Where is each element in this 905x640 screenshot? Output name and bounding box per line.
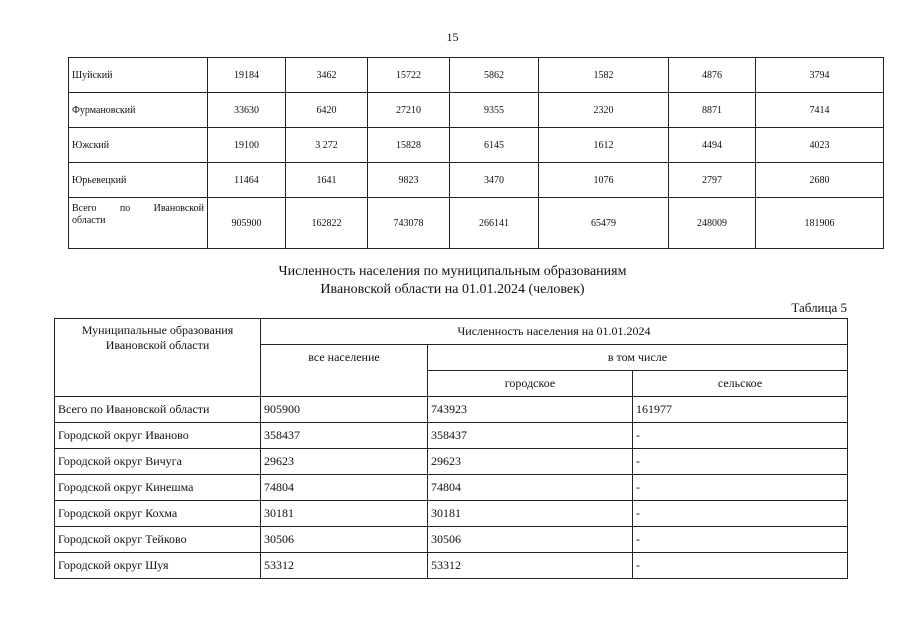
table-row: Городской округ Шуя 53312 53312- bbox=[54, 552, 849, 579]
header-total: все население bbox=[260, 344, 428, 397]
value-cell: 905900 bbox=[207, 197, 286, 249]
table-row: Городской округ Кинешма 74804 74804- bbox=[54, 474, 849, 501]
name-cell: Городской округ Вичуга bbox=[54, 448, 261, 475]
value-cell: 3470 bbox=[449, 162, 539, 198]
row-name-cell: Юрьевецкий bbox=[68, 162, 208, 198]
value-cell: 33630 bbox=[207, 92, 286, 128]
rural-cell: - bbox=[631, 474, 849, 501]
table-title: Численность населения по муниципальным о… bbox=[0, 263, 905, 299]
value-cell: 9823 bbox=[367, 162, 450, 198]
value-cell: 6420 bbox=[285, 92, 368, 128]
value-cell: 2797 bbox=[668, 162, 756, 198]
name-cell: Городской округ Кохма bbox=[54, 500, 261, 527]
urban-cell: 74804 bbox=[427, 474, 633, 501]
value-cell: 266141 bbox=[449, 197, 539, 249]
name-cell: Городской округ Шуя bbox=[54, 552, 261, 579]
value-cell: 9355 bbox=[449, 92, 539, 128]
value-cell: 11464 bbox=[207, 162, 286, 198]
table-row: Городской округ Иваново 358437 358437- bbox=[54, 422, 849, 449]
urban-cell: 30181 bbox=[427, 500, 633, 527]
value-cell: 6145 bbox=[449, 127, 539, 163]
value-cell: 1612 bbox=[538, 127, 669, 163]
district-table-continued: Шуйский 19184 3462 15722 5862 1582 4876 3794 Фур… bbox=[68, 57, 884, 249]
total-cell: 30181 bbox=[260, 500, 428, 527]
table-row: Городской округ Вичуга 29623 29623- bbox=[54, 448, 849, 475]
title-line-1: Численность населения по муниципальным о… bbox=[278, 264, 627, 279]
row-name-line-1: Всего по Ивановской bbox=[72, 203, 204, 214]
value-cell: 19184 bbox=[207, 57, 286, 93]
page-number: 15 bbox=[446, 30, 459, 44]
value-cell: 65479 bbox=[538, 197, 669, 249]
value-cell: 27210 bbox=[367, 92, 450, 128]
row-name-cell: Шуйский bbox=[68, 57, 208, 93]
table-row: Юрьевецкий 11464 1641 9823 3470 1076 2797 2680 bbox=[68, 162, 884, 198]
value-cell: 4876 bbox=[668, 57, 756, 93]
rural-cell: - bbox=[631, 552, 849, 579]
rural-cell: - bbox=[631, 422, 849, 449]
value-cell: 15722 bbox=[367, 57, 450, 93]
total-cell: 74804 bbox=[260, 474, 428, 501]
title-line-2: Ивановской области на 01.01.2024 (челове… bbox=[320, 282, 585, 297]
value-cell: 743078 bbox=[367, 197, 450, 249]
table-number-label: Таблица 5 bbox=[791, 300, 847, 315]
header-rural: сельское bbox=[631, 370, 849, 397]
value-cell: 3 272 bbox=[285, 127, 368, 163]
total-cell: 30506 bbox=[260, 526, 428, 553]
urban-cell: 743923 bbox=[427, 396, 633, 423]
value-cell: 2680 bbox=[755, 162, 884, 198]
value-cell: 3462 bbox=[285, 57, 368, 93]
row-name-cell: Южский bbox=[68, 127, 208, 163]
total-cell: 358437 bbox=[260, 422, 428, 449]
header-including: в том числе bbox=[426, 344, 849, 371]
row-name-cell: Всего по Ивановской области bbox=[68, 197, 208, 249]
table-row: Шуйский 19184 3462 15722 5862 1582 4876 3794 bbox=[68, 57, 884, 93]
value-cell: 1076 bbox=[538, 162, 669, 198]
rural-cell: - bbox=[631, 526, 849, 553]
value-cell: 3794 bbox=[755, 57, 884, 93]
value-cell: 181906 bbox=[755, 197, 884, 249]
value-cell: 5862 bbox=[449, 57, 539, 93]
row-name-line-2: области bbox=[72, 215, 106, 226]
urban-cell: 29623 bbox=[427, 448, 633, 475]
header-municipality: Муниципальные образования Ивановской обл… bbox=[54, 318, 261, 397]
urban-cell: 30506 bbox=[427, 526, 633, 553]
total-cell: 29623 bbox=[260, 448, 428, 475]
name-cell: Городской округ Тейково bbox=[54, 526, 261, 553]
header-population: Численность населения на 01.01.2024 bbox=[259, 318, 849, 345]
value-cell: 1582 bbox=[538, 57, 669, 93]
rural-cell: - bbox=[631, 448, 849, 475]
table-row: Южский 19100 3 272 15828 6145 1612 4494 4023 bbox=[68, 127, 884, 163]
table-row: Городской округ Кохма 30181 30181- bbox=[54, 500, 849, 527]
value-cell: 248009 bbox=[668, 197, 756, 249]
table-row: Всего по Ивановской области 905900 162822 74… bbox=[68, 197, 884, 249]
value-cell: 7414 bbox=[755, 92, 884, 128]
total-cell: 905900 bbox=[260, 396, 428, 423]
value-cell: 15828 bbox=[367, 127, 450, 163]
value-cell: 8871 bbox=[668, 92, 756, 128]
value-cell: 162822 bbox=[285, 197, 368, 249]
name-cell: Всего по Ивановской области bbox=[54, 396, 261, 423]
value-cell: 4023 bbox=[755, 127, 884, 163]
table-row: Всего по Ивановской области 905900 743923 1… bbox=[54, 396, 849, 423]
rural-cell: 161977 bbox=[631, 396, 849, 423]
table-row: Городской округ Тейково 30506 30506- bbox=[54, 526, 849, 553]
rural-cell: - bbox=[631, 500, 849, 527]
table-row: Фурмановский 33630 6420 27210 9355 2320 8871 74… bbox=[68, 92, 884, 128]
value-cell: 4494 bbox=[668, 127, 756, 163]
value-cell: 2320 bbox=[538, 92, 669, 128]
name-cell: Городской округ Иваново bbox=[54, 422, 261, 449]
row-name-cell: Фурмановский bbox=[68, 92, 208, 128]
urban-cell: 358437 bbox=[427, 422, 633, 449]
header-urban: городское bbox=[427, 370, 633, 397]
total-cell: 53312 bbox=[260, 552, 428, 579]
population-table-5: Муниципальные образования Ивановской обл… bbox=[54, 318, 849, 579]
value-cell: 1641 bbox=[285, 162, 368, 198]
urban-cell: 53312 bbox=[427, 552, 633, 579]
name-cell: Городской округ Кинешма bbox=[54, 474, 261, 501]
value-cell: 19100 bbox=[207, 127, 286, 163]
